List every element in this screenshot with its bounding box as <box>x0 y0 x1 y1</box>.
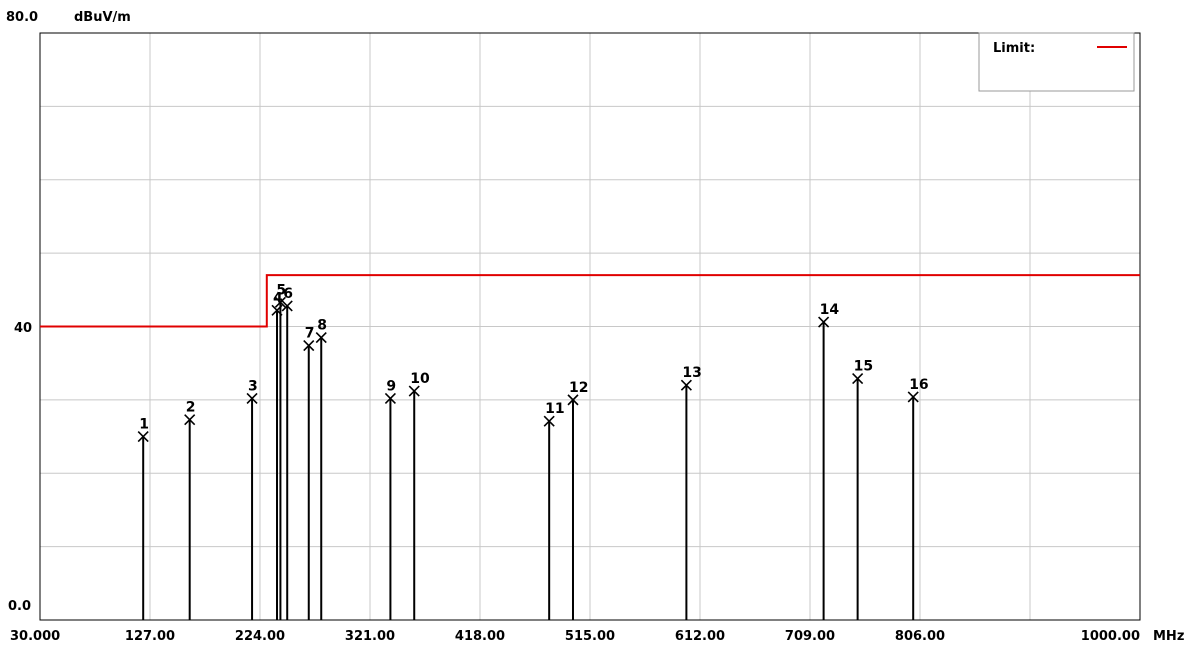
marker-cross <box>543 415 555 427</box>
marker-12: 12 <box>567 380 588 620</box>
marker-label: 9 <box>386 378 396 394</box>
limit-line <box>40 274 1140 328</box>
marker-9: 9 <box>384 378 396 620</box>
marker-label: 10 <box>410 371 430 387</box>
grid <box>40 33 1140 620</box>
x-tick-label: 612.00 <box>675 629 725 644</box>
x-tick-label: 418.00 <box>455 629 505 644</box>
marker-cross <box>137 430 149 443</box>
marker-label: 15 <box>854 359 873 375</box>
marker-cross <box>408 385 420 397</box>
marker-label: 6 <box>283 286 293 302</box>
marker-13: 13 <box>680 365 702 620</box>
legend: Limit: <box>978 32 1135 92</box>
x-unit-label: MHz <box>1153 629 1184 644</box>
marker-2: 2 <box>184 400 196 620</box>
x-tick-label: 321.00 <box>345 629 395 644</box>
marker-1: 1 <box>137 417 149 620</box>
marker-cross <box>281 300 293 312</box>
x-tick-label: 127.00 <box>125 629 175 644</box>
marker-label: 3 <box>248 378 258 394</box>
marker-3: 3 <box>246 378 258 620</box>
marker-label: 4 <box>273 290 283 306</box>
marker-label: 12 <box>569 380 588 396</box>
legend-box <box>978 32 1135 92</box>
marker-cross <box>315 331 327 344</box>
marker-label: 8 <box>317 318 327 334</box>
marker-cross <box>680 379 692 391</box>
x-tick-label: 30.000 <box>10 629 60 644</box>
legend-label: Limit: <box>993 41 1035 56</box>
marker-cross <box>184 414 196 426</box>
marker-5: 5 <box>274 282 286 620</box>
marker-16: 16 <box>907 377 929 620</box>
marker-11: 11 <box>543 401 565 620</box>
marker-6: 6 <box>281 286 293 620</box>
x-tick-labels: 30.000 127.00 224.00 321.00 418.00 515.00 612.… <box>10 629 1140 644</box>
x-tick-label: 806.00 <box>895 629 945 644</box>
marker-label: 14 <box>820 302 840 318</box>
marker-10: 10 <box>408 371 430 620</box>
marker-14: 14 <box>818 302 840 620</box>
marker-cross <box>852 373 864 385</box>
y-bottom-label: 0.0 <box>8 599 31 614</box>
marker-label: 16 <box>909 377 928 393</box>
y-mid-label: 40 <box>14 321 32 336</box>
marker-label: 13 <box>682 365 701 381</box>
marker-cross <box>274 296 286 308</box>
y-unit-label: dBuV/m <box>74 10 131 25</box>
marker-label: 11 <box>545 401 564 417</box>
marker-cross <box>567 394 579 406</box>
marker-cross <box>907 391 919 403</box>
marker-cross <box>818 316 830 328</box>
marker-label: 7 <box>305 326 315 342</box>
x-tick-label: 1000.00 <box>1081 629 1140 644</box>
x-tick-label: 224.00 <box>235 629 285 644</box>
marker-label: 5 <box>276 282 286 298</box>
marker-cross <box>303 340 315 352</box>
x-tick-label: 709.00 <box>785 629 835 644</box>
marker-cross <box>246 392 258 404</box>
marker-8: 8 <box>315 318 327 620</box>
x-tick-label: 515.00 <box>565 629 615 644</box>
marker-label: 1 <box>139 417 149 433</box>
marker-15: 15 <box>852 359 873 620</box>
marker-cross <box>384 392 396 404</box>
marker-label: 2 <box>186 400 196 416</box>
marker-7: 7 <box>303 326 315 620</box>
y-top-label: 80.0 <box>6 10 38 25</box>
